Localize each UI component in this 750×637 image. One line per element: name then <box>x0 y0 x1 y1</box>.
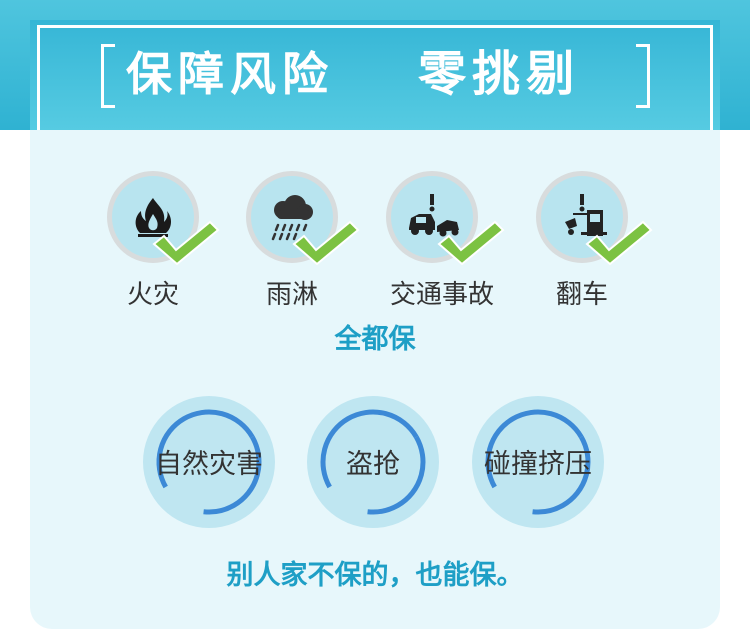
category-theft-circle <box>307 396 439 528</box>
check-icon <box>292 220 360 266</box>
header-frame <box>37 25 713 130</box>
risk-label-fire: 火灾 <box>126 280 179 310</box>
left-bracket <box>101 44 115 108</box>
car-crash-icon <box>409 194 459 237</box>
header-panel <box>30 20 720 130</box>
ring-decoration <box>156 409 262 515</box>
check-icon <box>152 220 220 266</box>
right-bracket <box>636 44 650 108</box>
fire-icon <box>135 198 172 237</box>
header-title-right: 零挑剔 <box>418 46 581 102</box>
rollover-icon <box>565 194 607 236</box>
all-covered-text: 全都保 <box>334 324 416 355</box>
rain-cloud-icon <box>271 195 313 241</box>
category-collision-circle <box>472 396 604 528</box>
risk-label-accident: 交通事故 <box>389 280 494 310</box>
category-label-collision: 碰撞挤压 <box>484 449 592 480</box>
risk-label-rain: 雨淋 <box>265 280 318 310</box>
slogan-text: 别人家不保的，也能保。 <box>226 560 524 591</box>
ring-decoration <box>485 409 591 515</box>
category-label-theft: 盗抢 <box>346 449 400 480</box>
check-icon <box>585 220 653 266</box>
category-natural-disaster-circle <box>143 396 275 528</box>
check-icon <box>437 220 505 266</box>
header-title-left: 保障风险 <box>126 47 334 101</box>
category-label-natural-disaster: 自然灾害 <box>155 449 263 480</box>
ring-decoration <box>320 409 426 515</box>
risk-label-rollover: 翻车 <box>555 280 608 310</box>
